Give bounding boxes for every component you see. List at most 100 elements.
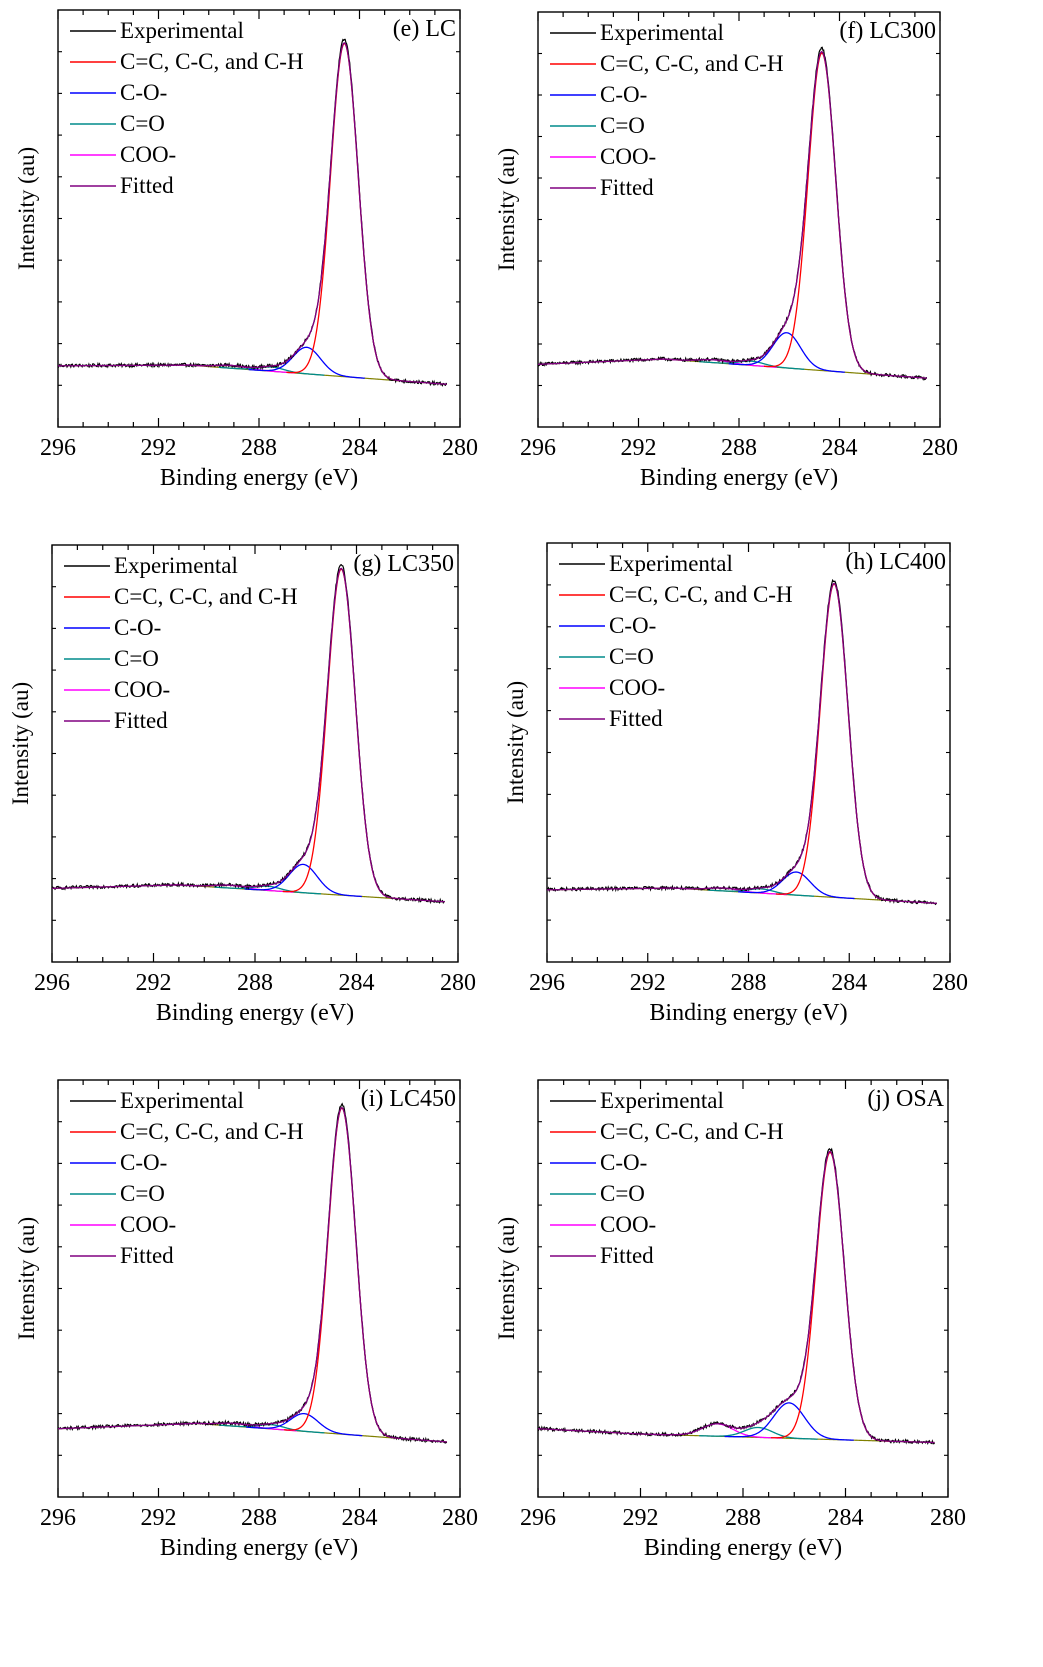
panel-label: (h) LC400 xyxy=(845,549,946,575)
legend-entry: C=O xyxy=(600,113,645,138)
legend-entry: C-O- xyxy=(120,80,167,105)
x-tick-label: 280 xyxy=(442,435,478,461)
x-tick-label: 288 xyxy=(725,1505,761,1531)
panel-2: 296 292 288 284 280 Binding energy (eV) Intens… xyxy=(494,11,958,491)
legend-entry: C=O xyxy=(120,1181,165,1206)
legend-entry: C=C, C-C, and C-H xyxy=(120,49,304,74)
panel-5: 296 292 288 284 280 Binding energy (eV) Intens… xyxy=(14,1079,478,1561)
component-curve xyxy=(738,871,855,900)
legend-entry: COO- xyxy=(114,677,170,702)
legend-entry: C-O- xyxy=(609,613,656,638)
legend-entry: C=C, C-C, and C-H xyxy=(609,582,793,607)
x-tick-label: 284 xyxy=(339,970,375,996)
panel-label: (j) OSA xyxy=(867,1086,944,1112)
legend-entry: Experimental xyxy=(600,20,724,45)
legend-entry: Experimental xyxy=(120,18,244,43)
fitted-curve xyxy=(57,1107,447,1443)
experimental-curve xyxy=(51,564,445,905)
x-axis-label: Binding energy (eV) xyxy=(160,465,358,491)
x-tick-label: 292 xyxy=(141,435,177,461)
legend-entry: Fitted xyxy=(600,1243,654,1268)
component-curve xyxy=(728,332,845,373)
legend-entry: Fitted xyxy=(600,175,654,200)
x-tick-label: 292 xyxy=(136,970,172,996)
y-axis-label: Intensity (au) xyxy=(494,148,519,271)
x-tick-label: 292 xyxy=(623,1505,659,1531)
x-tick-label: 284 xyxy=(831,970,867,996)
legend-entry: Fitted xyxy=(120,173,174,198)
component-curve xyxy=(282,568,400,900)
legend-entry: Experimental xyxy=(609,551,733,576)
panel-label: (i) LC450 xyxy=(361,1086,456,1112)
legend-entry: C-O- xyxy=(114,615,161,640)
legend-entry: C=C, C-C, and C-H xyxy=(114,584,298,609)
x-tick-label: 292 xyxy=(141,1505,177,1531)
legend-entry: Fitted xyxy=(609,706,663,731)
y-axis-label: Intensity (au) xyxy=(494,1217,519,1340)
x-axis-label: Binding energy (eV) xyxy=(644,1535,842,1561)
legend-entry: C=C, C-C, and C-H xyxy=(600,1119,784,1144)
fitted-curve xyxy=(57,42,447,385)
panel-4: 296 292 288 284 280 Binding energy (eV) Intens… xyxy=(503,542,968,1026)
x-tick-label: 296 xyxy=(40,435,76,461)
legend-entry: Experimental xyxy=(114,553,238,578)
y-axis-label: Intensity (au) xyxy=(503,681,528,804)
x-tick-label: 280 xyxy=(922,435,958,461)
x-tick-label: 288 xyxy=(241,435,277,461)
legend-entry: C=C, C-C, and C-H xyxy=(120,1119,304,1144)
component-curve xyxy=(724,1402,854,1441)
legend-entry: COO- xyxy=(609,675,665,700)
legend-entry: Experimental xyxy=(600,1088,724,1113)
legend-entry: COO- xyxy=(120,142,176,167)
component-curve xyxy=(286,42,403,382)
panel-1: 296 292 288 284 280 Binding energy (eV) Intens… xyxy=(14,9,478,491)
x-tick-label: 296 xyxy=(520,435,556,461)
x-tick-label: 288 xyxy=(721,435,757,461)
y-axis-label: Intensity (au) xyxy=(8,682,33,805)
y-axis-label: Intensity (au) xyxy=(14,147,39,270)
panel-label: (g) LC350 xyxy=(353,551,454,577)
x-tick-label: 284 xyxy=(822,435,858,461)
component-curve xyxy=(775,583,893,902)
x-tick-label: 284 xyxy=(342,1505,378,1531)
legend-entry: C=O xyxy=(114,646,159,671)
x-tick-label: 288 xyxy=(241,1505,277,1531)
legend-entry: C=O xyxy=(609,644,654,669)
x-axis-label: Binding energy (eV) xyxy=(160,1535,358,1561)
legend-entry: COO- xyxy=(600,144,656,169)
legend-entry: Experimental xyxy=(120,1088,244,1113)
legend-entry: C=C, C-C, and C-H xyxy=(600,51,784,76)
legend-entry: COO- xyxy=(120,1212,176,1237)
component-curve xyxy=(708,888,815,897)
x-tick-label: 280 xyxy=(442,1505,478,1531)
component-curve xyxy=(698,360,805,370)
panel-3: 296 292 288 284 280 Binding energy (eV) Intens… xyxy=(8,544,476,1026)
x-tick-label: 280 xyxy=(932,970,968,996)
legend-entry: C-O- xyxy=(600,1150,647,1175)
component-curve xyxy=(763,52,881,376)
x-tick-label: 296 xyxy=(520,1505,556,1531)
x-tick-label: 292 xyxy=(630,970,666,996)
x-tick-label: 280 xyxy=(930,1505,966,1531)
component-curve xyxy=(244,863,362,898)
component-curve xyxy=(246,1412,363,1437)
x-axis-label: Binding energy (eV) xyxy=(156,1000,354,1026)
experimental-curve xyxy=(546,578,938,906)
experimental-curve xyxy=(57,1102,448,1444)
legend-entry: Fitted xyxy=(114,708,168,733)
component-curve xyxy=(283,1107,401,1440)
panel-label: (e) LC xyxy=(393,16,456,42)
component-curve xyxy=(248,346,365,379)
fitted-curve xyxy=(546,582,937,904)
panel-label: (f) LC300 xyxy=(839,18,936,44)
panel-6: 296 292 288 284 280 Binding energy (eV) Intens… xyxy=(494,1079,966,1561)
experimental-curve xyxy=(537,1147,935,1446)
legend-entry: C-O- xyxy=(120,1150,167,1175)
x-tick-label: 284 xyxy=(828,1505,864,1531)
x-axis-label: Binding energy (eV) xyxy=(649,1000,847,1026)
legend-entry: C-O- xyxy=(600,82,647,107)
x-tick-label: 296 xyxy=(40,1505,76,1531)
x-axis-label: Binding energy (eV) xyxy=(640,465,838,491)
fitted-curve xyxy=(51,567,445,903)
legend-entry: C=O xyxy=(120,111,165,136)
